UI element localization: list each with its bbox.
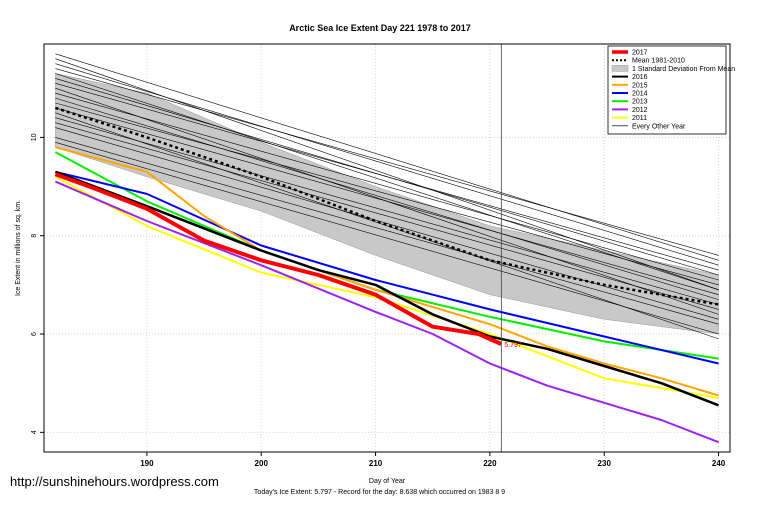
x-tick-label: 240 [712, 459, 726, 468]
legend-label: Every Other Year [632, 123, 686, 130]
x-tick-label: 200 [255, 459, 269, 468]
other-year-line [55, 78, 719, 276]
other-year-line [55, 142, 719, 335]
other-year-line [55, 127, 719, 320]
legend-label: 2013 [632, 99, 648, 106]
series-line-2017 [54, 172, 503, 346]
y-tick-label: 6 [31, 332, 38, 336]
other-years [55, 53, 719, 340]
series-lines [54, 146, 720, 444]
legend-swatch [611, 65, 629, 72]
mean-series-line [55, 106, 719, 306]
series-line-2011 [54, 175, 719, 399]
other-year-line [55, 112, 719, 340]
x-axis: 190 200 210 220 230 240 [140, 452, 726, 468]
y-tick-label: 4 [31, 430, 38, 434]
legend-label: 1 Standard Deviation From Mean [632, 66, 735, 73]
other-year-line [55, 102, 719, 286]
watermark: http://sunshinehours.wordpress.com [10, 474, 219, 489]
y-tick-label: 8 [31, 234, 38, 238]
day-marker: 5.797 [500, 44, 522, 452]
other-year-line [55, 68, 719, 256]
legend-label: 2014 [632, 91, 648, 98]
other-year-line [55, 122, 719, 310]
footer-note: Today's Ice Extent: 5.797 - Record for t… [253, 489, 506, 496]
legend-label: Mean 1981-2010 [632, 58, 685, 65]
y-tick-label: 10 [31, 133, 38, 141]
y-axis: 4 6 8 10 [31, 133, 44, 434]
series-line-2012 [55, 180, 719, 444]
legend-box [607, 45, 727, 135]
other-year-line [55, 92, 719, 281]
x-tick-label: 220 [483, 459, 497, 468]
x-tick-label: 190 [140, 459, 154, 468]
other-year-line [55, 117, 719, 305]
day-marker-value: 5.797 [504, 342, 522, 349]
x-axis-label: Day of Year [369, 478, 406, 485]
legend-label: 2012 [632, 107, 648, 114]
plot-frame [43, 43, 731, 453]
other-year-line [55, 58, 719, 291]
series-line-2016 [54, 170, 720, 407]
other-year-line [55, 137, 719, 325]
series-line-2015 [55, 146, 719, 397]
other-year-line [55, 53, 719, 261]
series-line-2014 [55, 170, 719, 365]
x-tick-label: 210 [369, 459, 383, 468]
legend-label: 2015 [632, 82, 648, 89]
legend-label: 2017 [632, 50, 648, 57]
x-tick-label: 230 [598, 459, 612, 468]
y-axis-label: Ice Extent in millions of sq. km. [15, 200, 22, 296]
legend-label: 2016 [632, 74, 648, 81]
other-year-line [55, 87, 719, 315]
mean-line [55, 106, 719, 306]
legend-label: 2011 [632, 115, 647, 122]
chart-title: Arctic Sea Ice Extent Day 221 1978 to 20… [289, 23, 471, 33]
other-year-line [55, 97, 719, 300]
other-year-line [55, 73, 719, 291]
